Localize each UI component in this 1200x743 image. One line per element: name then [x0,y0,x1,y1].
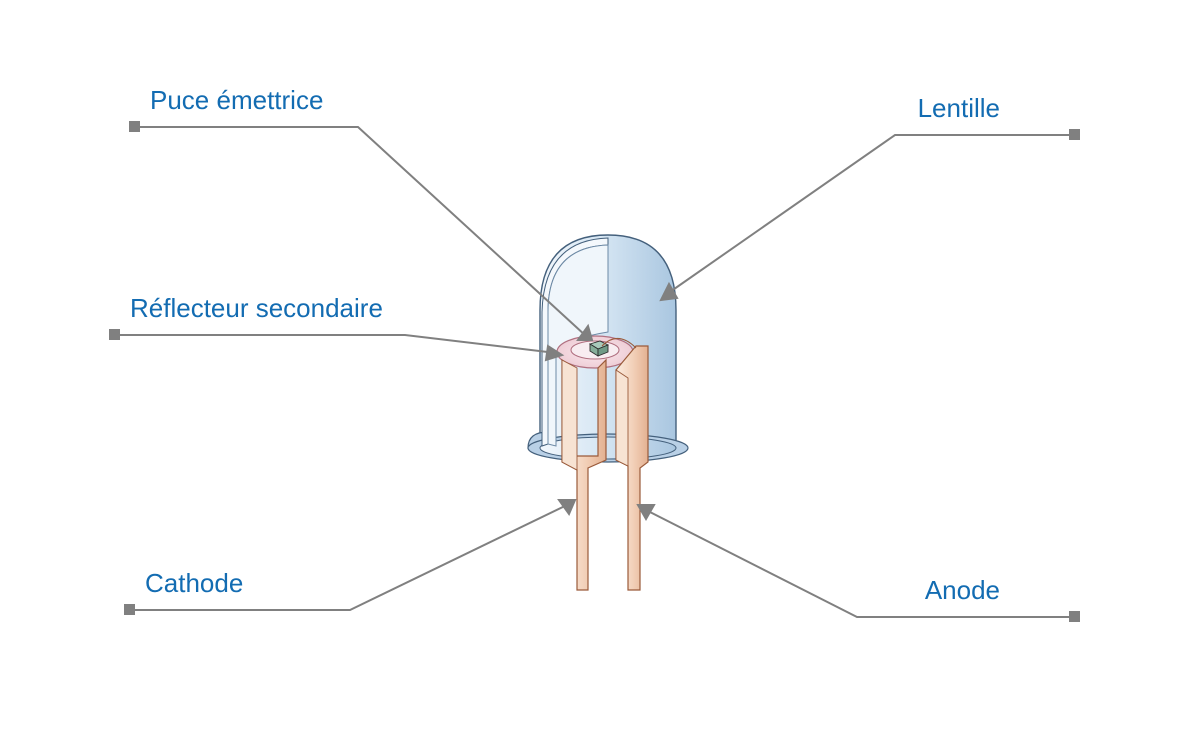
label-emitter-chip: Puce émettrice [150,85,323,116]
label-anode: Anode [925,575,1000,606]
diagram-canvas: Puce émettrice Réflecteur secondaire Cat… [0,0,1200,743]
label-cathode: Cathode [145,568,243,599]
label-lens: Lentille [918,93,1000,124]
label-secondary-reflector: Réflecteur secondaire [130,293,383,324]
